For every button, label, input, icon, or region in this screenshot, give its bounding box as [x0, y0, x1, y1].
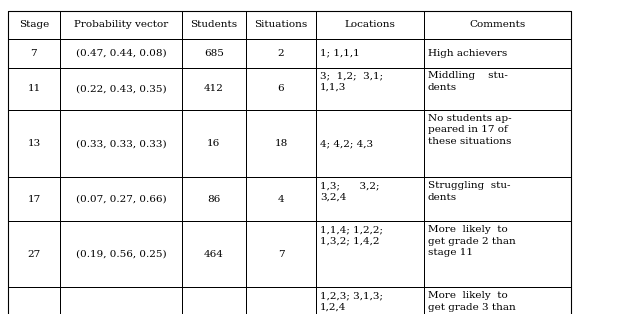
Bar	[246, 39, 316, 68]
Text: 27: 27	[28, 250, 40, 259]
Bar	[182, 221, 246, 287]
Bar	[60, 287, 182, 314]
Bar	[316, 11, 424, 39]
Text: High achievers: High achievers	[428, 49, 507, 57]
Bar	[424, 11, 571, 39]
Bar	[246, 11, 316, 39]
Text: No students ap-
peared in 17 of
these situations: No students ap- peared in 17 of these si…	[428, 114, 511, 146]
Bar	[60, 39, 182, 68]
Bar	[316, 68, 424, 110]
Text: 17: 17	[28, 195, 40, 204]
Text: (0.47, 0.44, 0.08): (0.47, 0.44, 0.08)	[76, 49, 166, 57]
Bar	[246, 68, 316, 110]
Bar	[8, 11, 571, 314]
Text: Students: Students	[190, 20, 237, 29]
Bar	[424, 177, 571, 221]
Text: 3;  1,2;  3,1;
1,1,3: 3; 1,2; 3,1; 1,1,3	[320, 71, 383, 92]
Bar	[8, 39, 60, 68]
Bar	[316, 287, 424, 314]
Bar	[8, 287, 60, 314]
Text: 1; 1,1,1: 1; 1,1,1	[320, 49, 360, 57]
Text: 2: 2	[278, 49, 284, 57]
Text: 1,3;      3,2;
3,2,4: 1,3; 3,2; 3,2,4	[320, 181, 380, 202]
Bar	[60, 110, 182, 177]
Bar	[8, 177, 60, 221]
Text: 6: 6	[278, 84, 284, 93]
Text: Stage: Stage	[19, 20, 49, 29]
Text: Locations: Locations	[344, 20, 396, 29]
Bar	[424, 110, 571, 177]
Text: (0.19, 0.56, 0.25): (0.19, 0.56, 0.25)	[76, 250, 166, 259]
Bar	[8, 110, 60, 177]
Bar	[60, 177, 182, 221]
Bar	[60, 68, 182, 110]
Text: 86: 86	[207, 195, 220, 204]
Text: 7: 7	[31, 49, 37, 57]
Bar	[246, 221, 316, 287]
Text: (0.33, 0.33, 0.33): (0.33, 0.33, 0.33)	[76, 139, 166, 148]
Text: Probability vector: Probability vector	[74, 20, 168, 29]
Text: 7: 7	[278, 250, 284, 259]
Bar	[8, 11, 60, 39]
Text: (0.07, 0.27, 0.66): (0.07, 0.27, 0.66)	[76, 195, 166, 204]
Bar	[182, 287, 246, 314]
Bar	[60, 11, 182, 39]
Text: 4; 4,2; 4,3: 4; 4,2; 4,3	[320, 139, 373, 148]
Bar	[8, 221, 60, 287]
Bar	[316, 177, 424, 221]
Text: 4: 4	[278, 195, 284, 204]
Bar	[424, 68, 571, 110]
Text: 1,2,3; 3,1,3;
1,2,4: 1,2,3; 3,1,3; 1,2,4	[320, 291, 383, 311]
Bar	[316, 110, 424, 177]
Bar	[424, 287, 571, 314]
Bar	[424, 39, 571, 68]
Bar	[182, 177, 246, 221]
Bar	[246, 287, 316, 314]
Text: Situations: Situations	[254, 20, 308, 29]
Bar	[60, 221, 182, 287]
Text: 1,1,4; 1,2,2;
1,3,2; 1,4,2: 1,1,4; 1,2,2; 1,3,2; 1,4,2	[320, 225, 383, 246]
Bar	[8, 68, 60, 110]
Bar	[316, 221, 424, 287]
Bar	[182, 39, 246, 68]
Text: Middling    stu-
dents: Middling stu- dents	[428, 71, 508, 92]
Bar	[182, 11, 246, 39]
Bar	[182, 68, 246, 110]
Bar	[246, 177, 316, 221]
Bar	[316, 39, 424, 68]
Text: (0.22, 0.43, 0.35): (0.22, 0.43, 0.35)	[76, 84, 166, 93]
Text: 13: 13	[28, 139, 40, 148]
Text: More  likely  to
get grade 3 than
stage 27: More likely to get grade 3 than stage 27	[428, 291, 515, 314]
Bar	[424, 221, 571, 287]
Text: 412: 412	[204, 84, 224, 93]
Text: Comments: Comments	[469, 20, 525, 29]
Text: 685: 685	[204, 49, 224, 57]
Text: 464: 464	[204, 250, 224, 259]
Text: 11: 11	[28, 84, 40, 93]
Bar	[182, 110, 246, 177]
Text: 18: 18	[275, 139, 287, 148]
Text: More  likely  to
get grade 2 than
stage 11: More likely to get grade 2 than stage 11	[428, 225, 515, 257]
Text: 16: 16	[207, 139, 220, 148]
Text: Struggling  stu-
dents: Struggling stu- dents	[428, 181, 510, 202]
Bar	[246, 110, 316, 177]
